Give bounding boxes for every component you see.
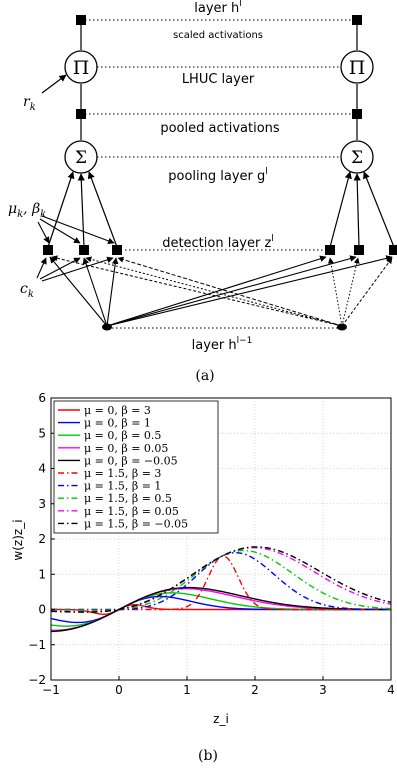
x-tick-label: 0 bbox=[115, 683, 123, 697]
detection-node bbox=[325, 245, 335, 255]
pooled-activations-label: pooled activations bbox=[160, 121, 280, 136]
input-node-left bbox=[102, 323, 112, 331]
legend-entry: μ = 1.5, β = 0.05 bbox=[84, 505, 179, 518]
x-tick-label: 4 bbox=[387, 683, 395, 697]
x-tick-label: 1 bbox=[183, 683, 191, 697]
caption-b: (b) bbox=[198, 748, 218, 764]
y-tick-label: 6 bbox=[38, 391, 46, 405]
sum-symbol: Σ bbox=[75, 148, 87, 168]
r-k-label: rk bbox=[23, 94, 36, 113]
product-symbol: Π bbox=[349, 57, 366, 79]
y-axis-label: w(z)z_i bbox=[11, 519, 25, 560]
panel-a-diagram: Π Π Σ Σ layer hl scaled activations LHUC… bbox=[8, 0, 397, 384]
y-tick-label: 5 bbox=[38, 426, 46, 440]
lhuc-layer-label: LHUC layer bbox=[182, 72, 255, 87]
y-tick-label: 4 bbox=[38, 462, 46, 476]
y-tick-label: 3 bbox=[38, 497, 46, 511]
scaled-activation-node-right bbox=[352, 15, 362, 25]
legend-entry: μ = 1.5, β = 3 bbox=[84, 467, 161, 480]
detection-node bbox=[354, 245, 364, 255]
y-tick-label: −1 bbox=[28, 638, 46, 652]
c-k-label: ck bbox=[20, 281, 34, 300]
detection-node bbox=[79, 245, 89, 255]
legend: μ = 0, β = 3μ = 0, β = 1μ = 0, β = 0.5μ … bbox=[53, 400, 219, 534]
legend-box bbox=[53, 400, 219, 534]
x-tick-label: −1 bbox=[42, 683, 60, 697]
series-line bbox=[51, 546, 391, 613]
y-tick-label: 1 bbox=[38, 567, 46, 581]
sum-symbol: Σ bbox=[351, 148, 363, 168]
series-line bbox=[51, 586, 391, 633]
product-symbol: Π bbox=[73, 57, 90, 79]
y-tick-label: 2 bbox=[38, 532, 46, 546]
detection-node bbox=[112, 245, 122, 255]
x-tick-label: 2 bbox=[251, 683, 259, 697]
y-tick-label: 0 bbox=[38, 603, 46, 617]
lhuc-product-node-right bbox=[340, 50, 374, 84]
input-node-right bbox=[337, 323, 347, 331]
legend-entry: μ = 1.5, β = 1 bbox=[84, 480, 161, 493]
legend-entry: μ = 1.5, β = 0.5 bbox=[84, 492, 172, 505]
legend-entry: μ = 0, β = −0.05 bbox=[84, 454, 178, 467]
caption-a: (a) bbox=[195, 368, 214, 384]
detection-node bbox=[43, 245, 53, 255]
legend-entry: μ = 1.5, β = −0.05 bbox=[84, 517, 188, 530]
pooling-layer-label: pooling layer gl bbox=[168, 167, 268, 184]
legend-entry: μ = 0, β = 3 bbox=[84, 404, 151, 417]
layer-h-label: layer hl bbox=[194, 0, 242, 16]
layer-h-minus-one-label: layer hl−1 bbox=[192, 336, 253, 353]
scaled-activation-node-left bbox=[76, 15, 86, 25]
detection-node bbox=[389, 245, 397, 255]
x-axis-label: z_i bbox=[213, 712, 229, 726]
pooling-sum-node-left bbox=[64, 140, 98, 174]
mu-beta-label: μk, βk bbox=[8, 201, 46, 220]
scaled-activations-label: scaled activations bbox=[173, 30, 263, 41]
pooled-activation-node-right bbox=[352, 109, 362, 119]
x-tick-label: 3 bbox=[319, 683, 327, 697]
pooled-activation-node-left bbox=[76, 109, 86, 119]
legend-entry: μ = 0, β = 0.05 bbox=[84, 442, 168, 455]
y-tick-label: −2 bbox=[28, 673, 46, 687]
legend-entry: μ = 0, β = 0.5 bbox=[84, 429, 161, 442]
lhuc-product-node-left bbox=[64, 50, 98, 84]
series-line bbox=[51, 549, 391, 611]
detection-layer-label: detection layer zl bbox=[162, 234, 274, 251]
legend-entry: μ = 0, β = 1 bbox=[84, 417, 151, 430]
pooling-sum-node-right bbox=[340, 140, 374, 174]
